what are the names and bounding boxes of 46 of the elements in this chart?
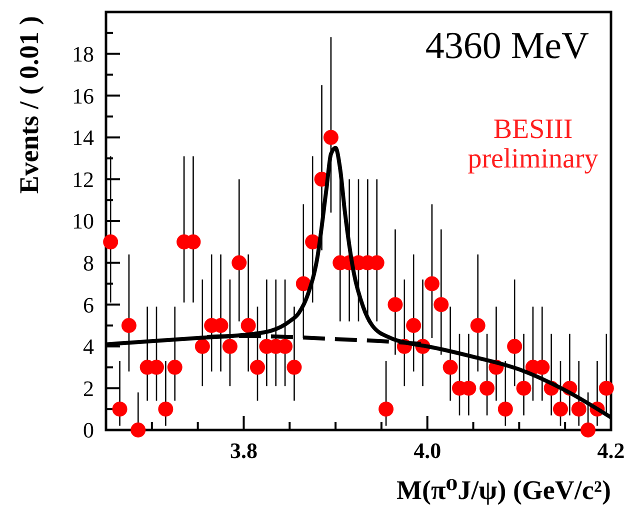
- point: [406, 318, 422, 333]
- point: [378, 402, 394, 417]
- point: [194, 338, 210, 354]
- point: [442, 360, 458, 375]
- y-tick-label: 2: [83, 376, 94, 401]
- x-tick-label: 4.2: [597, 438, 624, 463]
- point: [598, 380, 614, 396]
- point: [571, 402, 586, 417]
- point: [130, 422, 146, 438]
- y-tick-label: 6: [83, 292, 94, 318]
- y-tick-label: 4: [83, 334, 94, 360]
- y-tick-label: 0: [83, 418, 94, 443]
- point: [250, 360, 265, 375]
- point: [240, 318, 256, 333]
- annotation: BESIII preliminary: [468, 114, 598, 174]
- point: [232, 255, 247, 270]
- point: [112, 402, 128, 417]
- y-tick-label: 14: [72, 125, 94, 150]
- point: [498, 402, 513, 417]
- point: [167, 360, 182, 375]
- point: [121, 318, 136, 333]
- point: [222, 338, 238, 354]
- point: [158, 402, 174, 417]
- point: [553, 402, 568, 417]
- y-tick-label: 10: [72, 208, 94, 234]
- y-tick-label: 16: [72, 83, 94, 108]
- point: [480, 380, 495, 396]
- point: [516, 380, 532, 396]
- x-axis-title: M(π⁰J/ψ) (GeV/c²): [396, 475, 611, 505]
- annotation: 4360 MeV: [425, 25, 590, 67]
- y-tick-label: 18: [72, 42, 94, 66]
- point: [323, 130, 338, 145]
- x-tick-label: 3.8: [230, 438, 258, 463]
- x-tick-label: 4.0: [414, 438, 442, 463]
- point: [580, 422, 596, 438]
- point: [103, 234, 118, 250]
- y-axis-title: Events / ( 0.01 ): [14, 16, 44, 194]
- point: [470, 318, 486, 333]
- point: [507, 338, 522, 354]
- point: [424, 276, 440, 292]
- point: [388, 297, 403, 312]
- point: [296, 276, 311, 292]
- y-tick-label: 8: [83, 250, 94, 276]
- point: [286, 360, 302, 375]
- y-tick-label: 12: [72, 166, 94, 192]
- point: [434, 297, 449, 312]
